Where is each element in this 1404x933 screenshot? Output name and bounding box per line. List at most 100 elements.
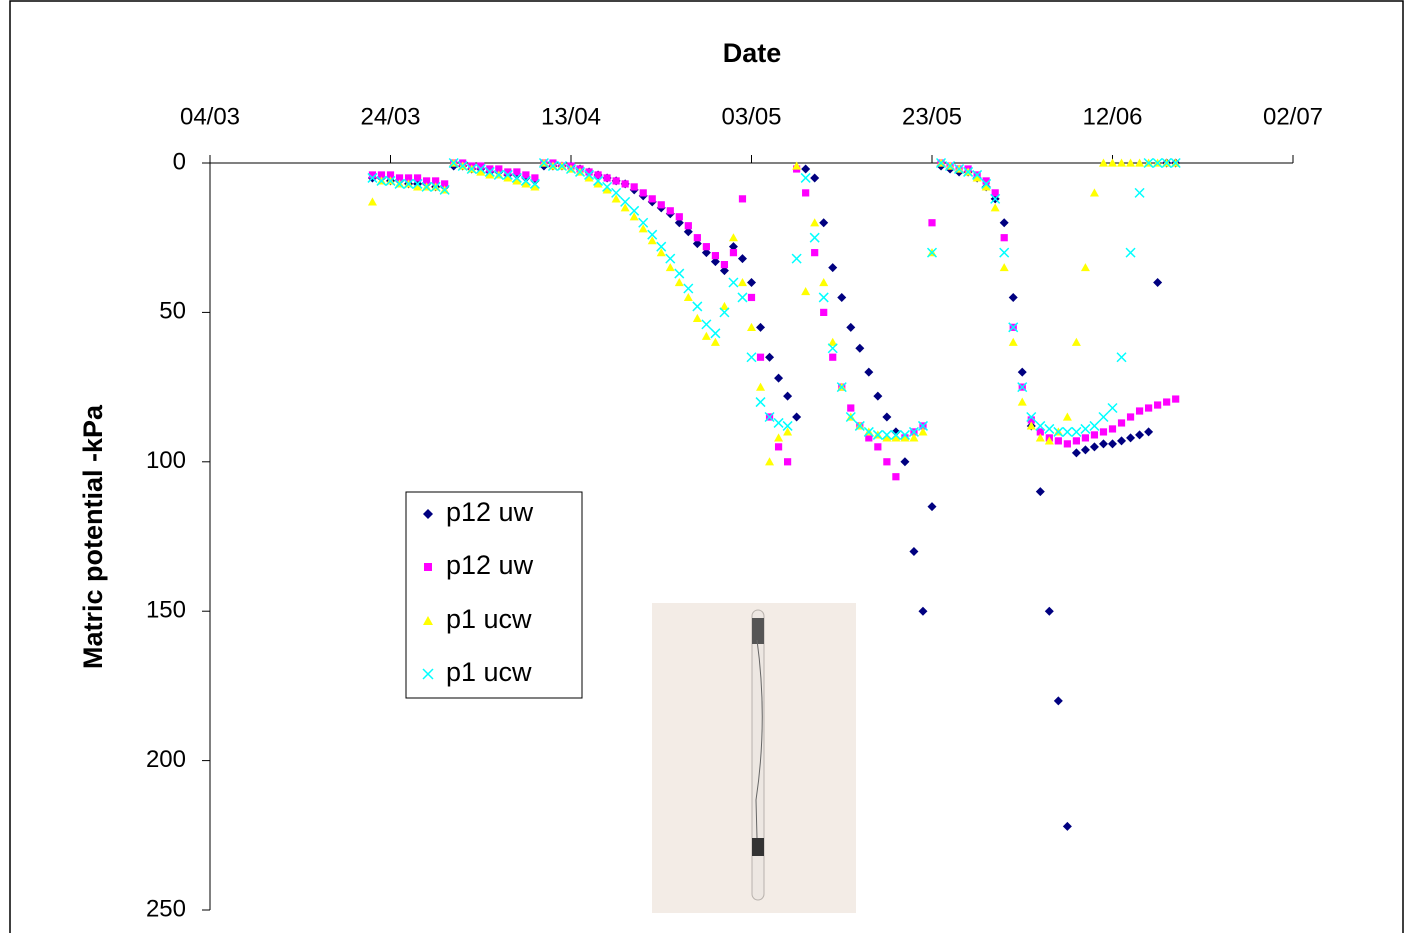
point — [801, 286, 811, 296]
point — [909, 433, 919, 442]
point — [376, 175, 387, 186]
point — [738, 195, 747, 203]
y-tick-label: 250 — [146, 895, 186, 922]
point — [882, 412, 892, 422]
point — [620, 203, 630, 212]
legend-label: p1 ucw — [446, 657, 532, 687]
point — [1154, 401, 1162, 409]
point — [719, 266, 729, 276]
point — [648, 195, 656, 203]
point — [1044, 423, 1055, 434]
point — [683, 227, 693, 237]
point — [403, 178, 414, 189]
point — [918, 427, 928, 436]
point — [756, 322, 766, 332]
photo-tube — [751, 609, 765, 901]
point — [1044, 436, 1054, 445]
point — [791, 253, 802, 264]
point — [1062, 412, 1072, 421]
point — [512, 176, 522, 185]
point — [511, 172, 522, 183]
point — [584, 169, 595, 180]
point — [756, 353, 765, 361]
point — [747, 293, 756, 302]
point — [774, 373, 784, 383]
x-tick-label: 13/04 — [541, 103, 601, 130]
point — [900, 457, 910, 467]
point — [603, 174, 611, 182]
y-tick-label: 200 — [146, 746, 186, 773]
point — [702, 243, 710, 251]
point — [1108, 158, 1117, 167]
point — [1035, 420, 1046, 431]
point — [684, 222, 692, 230]
point — [764, 411, 775, 423]
point — [1036, 428, 1044, 436]
point — [892, 473, 900, 481]
point — [477, 162, 485, 170]
point — [493, 169, 504, 180]
point — [801, 164, 811, 174]
point — [612, 177, 620, 185]
photo-cap — [752, 618, 764, 644]
point — [882, 433, 892, 442]
point — [639, 189, 647, 197]
point — [927, 502, 937, 512]
point — [990, 193, 1001, 204]
point — [928, 219, 936, 227]
point — [710, 257, 720, 267]
point — [565, 163, 577, 175]
point — [728, 242, 738, 252]
point — [1126, 413, 1135, 421]
point — [845, 411, 856, 423]
point — [1071, 337, 1081, 346]
point — [638, 224, 648, 233]
point — [755, 397, 766, 408]
point — [1145, 404, 1153, 412]
point — [495, 165, 503, 173]
point — [710, 337, 720, 346]
point — [674, 268, 685, 279]
point — [945, 160, 956, 172]
point — [404, 174, 413, 182]
point — [1125, 247, 1136, 258]
point — [1143, 157, 1154, 169]
point — [782, 420, 793, 431]
point — [1063, 440, 1071, 448]
point — [917, 420, 929, 431]
legend-marker — [422, 668, 434, 680]
point — [1017, 367, 1027, 377]
legend-box — [405, 491, 583, 699]
point — [802, 189, 810, 197]
point — [432, 177, 440, 185]
point — [954, 163, 965, 175]
point — [520, 175, 531, 186]
point — [1107, 402, 1118, 414]
point — [602, 181, 613, 192]
point — [656, 248, 666, 257]
point — [1026, 411, 1037, 423]
point — [476, 167, 486, 176]
point — [1135, 430, 1145, 440]
point — [647, 229, 658, 240]
point — [502, 169, 513, 180]
legend-label: p12 uw — [446, 550, 534, 580]
point — [529, 178, 540, 189]
point — [1163, 398, 1171, 406]
point — [556, 160, 568, 172]
point — [367, 197, 377, 206]
point — [1080, 423, 1091, 434]
point — [864, 367, 874, 377]
point — [729, 249, 738, 257]
point — [585, 168, 593, 176]
point — [1054, 437, 1062, 445]
point — [819, 218, 829, 228]
point — [385, 175, 396, 186]
legend-marker — [423, 616, 433, 625]
chart-title: Date — [723, 38, 782, 68]
point — [865, 434, 873, 442]
point — [900, 433, 910, 442]
point — [692, 301, 703, 312]
legend-marker — [423, 509, 433, 519]
